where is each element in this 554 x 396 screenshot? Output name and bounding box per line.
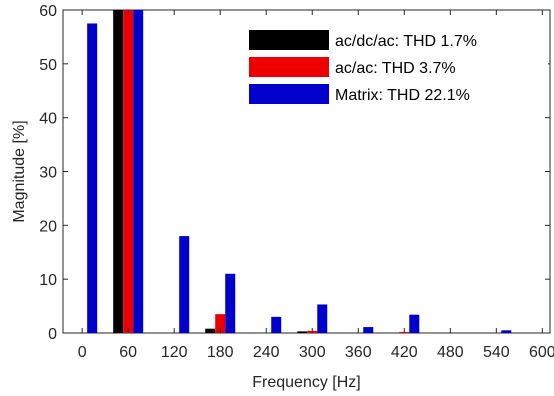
bar-series-0-x-60 (113, 10, 124, 333)
y-tick-label: 50 (39, 57, 57, 74)
x-tick-label: 240 (253, 344, 280, 361)
bar-series-2-x-120 (179, 236, 190, 333)
bar-series-1-x-60 (123, 10, 134, 333)
x-tick-label: 360 (345, 344, 372, 361)
bar-series-2-x-300 (317, 304, 328, 333)
bar-series-0-x-180 (205, 328, 216, 333)
y-tick-label: 60 (39, 3, 57, 20)
y-tick-label: 0 (48, 326, 57, 343)
legend-swatch-ac-ac (249, 57, 329, 77)
y-tick-label: 40 (39, 111, 57, 128)
bar-series-2-x-360 (363, 327, 374, 333)
legend-label-matrix: Matrix: THD 22.1% (335, 87, 470, 104)
x-tick-label: 540 (483, 344, 510, 361)
legend: ac/dc/ac: THD 1.7% ac/ac: THD 3.7% Matri… (245, 24, 548, 109)
legend-label-ac-ac: ac/ac: THD 3.7% (335, 60, 456, 77)
bar-series-2-x-540 (501, 330, 512, 333)
x-axis-title: Frequency [Hz] (252, 374, 360, 391)
legend-item-matrix: Matrix: THD 22.1% (249, 84, 470, 104)
x-tick-label: 300 (299, 344, 326, 361)
x-tick-label: 420 (391, 344, 418, 361)
bar-series-1-x-180 (215, 314, 226, 333)
x-tick-label: 180 (207, 344, 234, 361)
bar-series-2-x-240 (271, 316, 282, 333)
y-tick-label: 30 (39, 165, 57, 182)
bars-group (87, 10, 512, 333)
bar-series-0-x-300 (297, 331, 308, 333)
bar-series-2-x-0 (87, 23, 98, 333)
y-tick-label: 20 (39, 218, 57, 235)
legend-label-ac-dc-ac: ac/dc/ac: THD 1.7% (335, 33, 477, 50)
legend-swatch-ac-dc-ac (249, 30, 329, 50)
x-tick-label: 600 (529, 344, 554, 361)
y-axis-title: Magnitude [%] (11, 120, 28, 222)
legend-item-ac-ac: ac/ac: THD 3.7% (249, 57, 456, 77)
x-tick-label: 480 (437, 344, 464, 361)
y-tick-label: 10 (39, 272, 57, 289)
y-ticks: 0 10 20 30 40 50 60 (39, 3, 550, 343)
x-tick-label: 0 (78, 344, 87, 361)
legend-swatch-matrix (249, 84, 329, 104)
bar-series-2-x-180 (225, 273, 236, 333)
x-tick-label: 120 (161, 344, 188, 361)
x-ticks: 0 60 120 180 240 300 360 420 480 540 600 (78, 10, 554, 361)
x-tick-label: 60 (119, 344, 137, 361)
bar-series-2-x-420 (409, 314, 420, 333)
legend-item-ac-dc-ac: ac/dc/ac: THD 1.7% (249, 30, 477, 50)
bar-series-2-x-60 (133, 10, 144, 333)
